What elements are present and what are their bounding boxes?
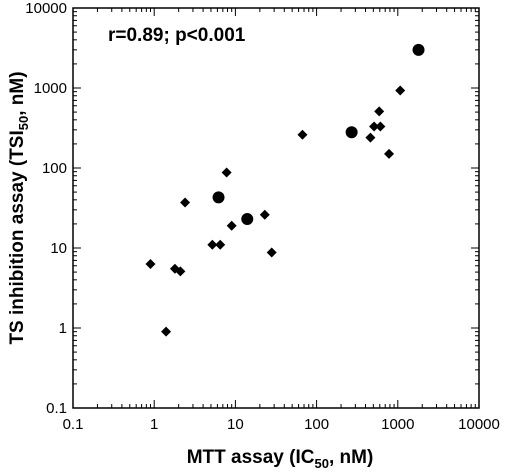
tick-labels: 0.1 1 10 100 1000 10000 0.1 1 10 100 1000 10000 [25,0,500,433]
x-tick-label: 0.1 [63,416,84,433]
diamond-point [180,197,191,208]
diamond-point [145,259,156,270]
y-tick-label: 10000 [25,0,67,17]
plot-frame [72,7,480,409]
diamond-point [259,209,270,220]
diamond-point [374,106,385,117]
x-axis-title: MTT assay (IC50, nM) [187,447,374,471]
y-axis-title: TS inhibition assay (TSI50, nM) [7,71,31,344]
diamond-point [161,326,172,337]
diamond-point [395,85,406,96]
y-tick-label: 10 [50,240,67,257]
x-tick-label: 10000 [458,416,500,433]
diamond-point [175,266,186,277]
y-tick-label: 100 [42,160,67,177]
x-tick-label: 1 [150,416,158,433]
diamond-point [365,132,376,143]
diamond-point [221,167,232,178]
circle-point [241,213,254,226]
x-tick-label: 100 [304,416,329,433]
correlation-annotation: r=0.89; p<0.001 [108,25,246,46]
x-tick-label: 10 [227,416,244,433]
diamond-point [207,239,218,250]
diamond-point [226,220,237,231]
axis-ticks [72,7,480,409]
diamond-point [297,129,308,140]
diamond-point [369,121,380,132]
x-tick-label: 1000 [381,416,414,433]
data-points [145,43,425,337]
diamond-point [375,121,386,132]
diamond-point [215,239,226,250]
y-tick-label: 1 [59,320,67,337]
y-tick-label: 1000 [34,80,67,97]
circle-point [412,43,425,56]
diamond-point [384,148,395,159]
circle-point [345,126,358,139]
y-tick-label: 0.1 [46,400,67,417]
circle-point [212,191,225,204]
diamond-point [266,247,277,258]
